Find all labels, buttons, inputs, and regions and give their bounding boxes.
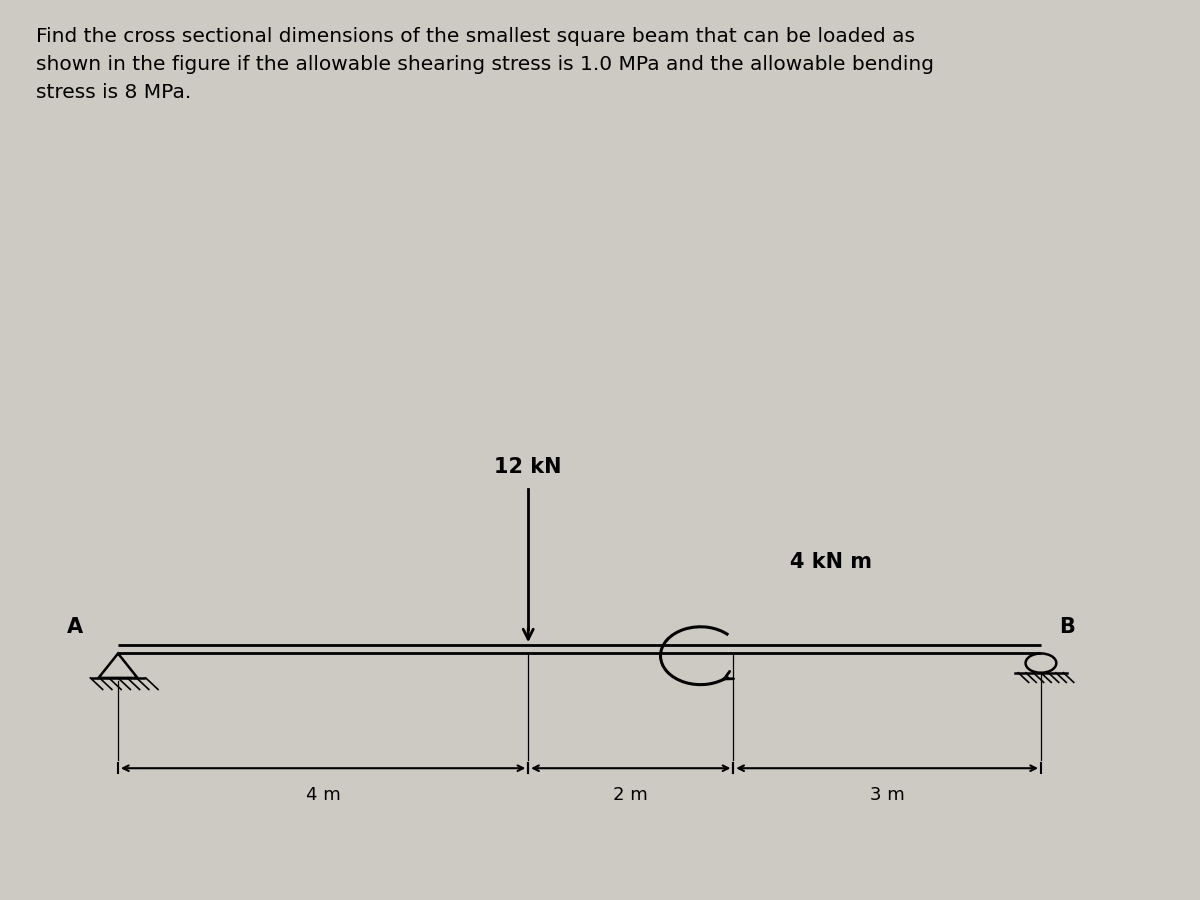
Text: 2 m: 2 m xyxy=(613,787,648,805)
Text: 12 kN: 12 kN xyxy=(494,457,562,477)
Text: Find the cross sectional dimensions of the smallest square beam that can be load: Find the cross sectional dimensions of t… xyxy=(36,27,934,102)
Text: B: B xyxy=(1058,616,1074,637)
Text: A: A xyxy=(67,616,83,637)
Text: 4 kN m: 4 kN m xyxy=(790,553,871,572)
Text: 4 m: 4 m xyxy=(306,787,341,805)
Text: 3 m: 3 m xyxy=(870,787,905,805)
